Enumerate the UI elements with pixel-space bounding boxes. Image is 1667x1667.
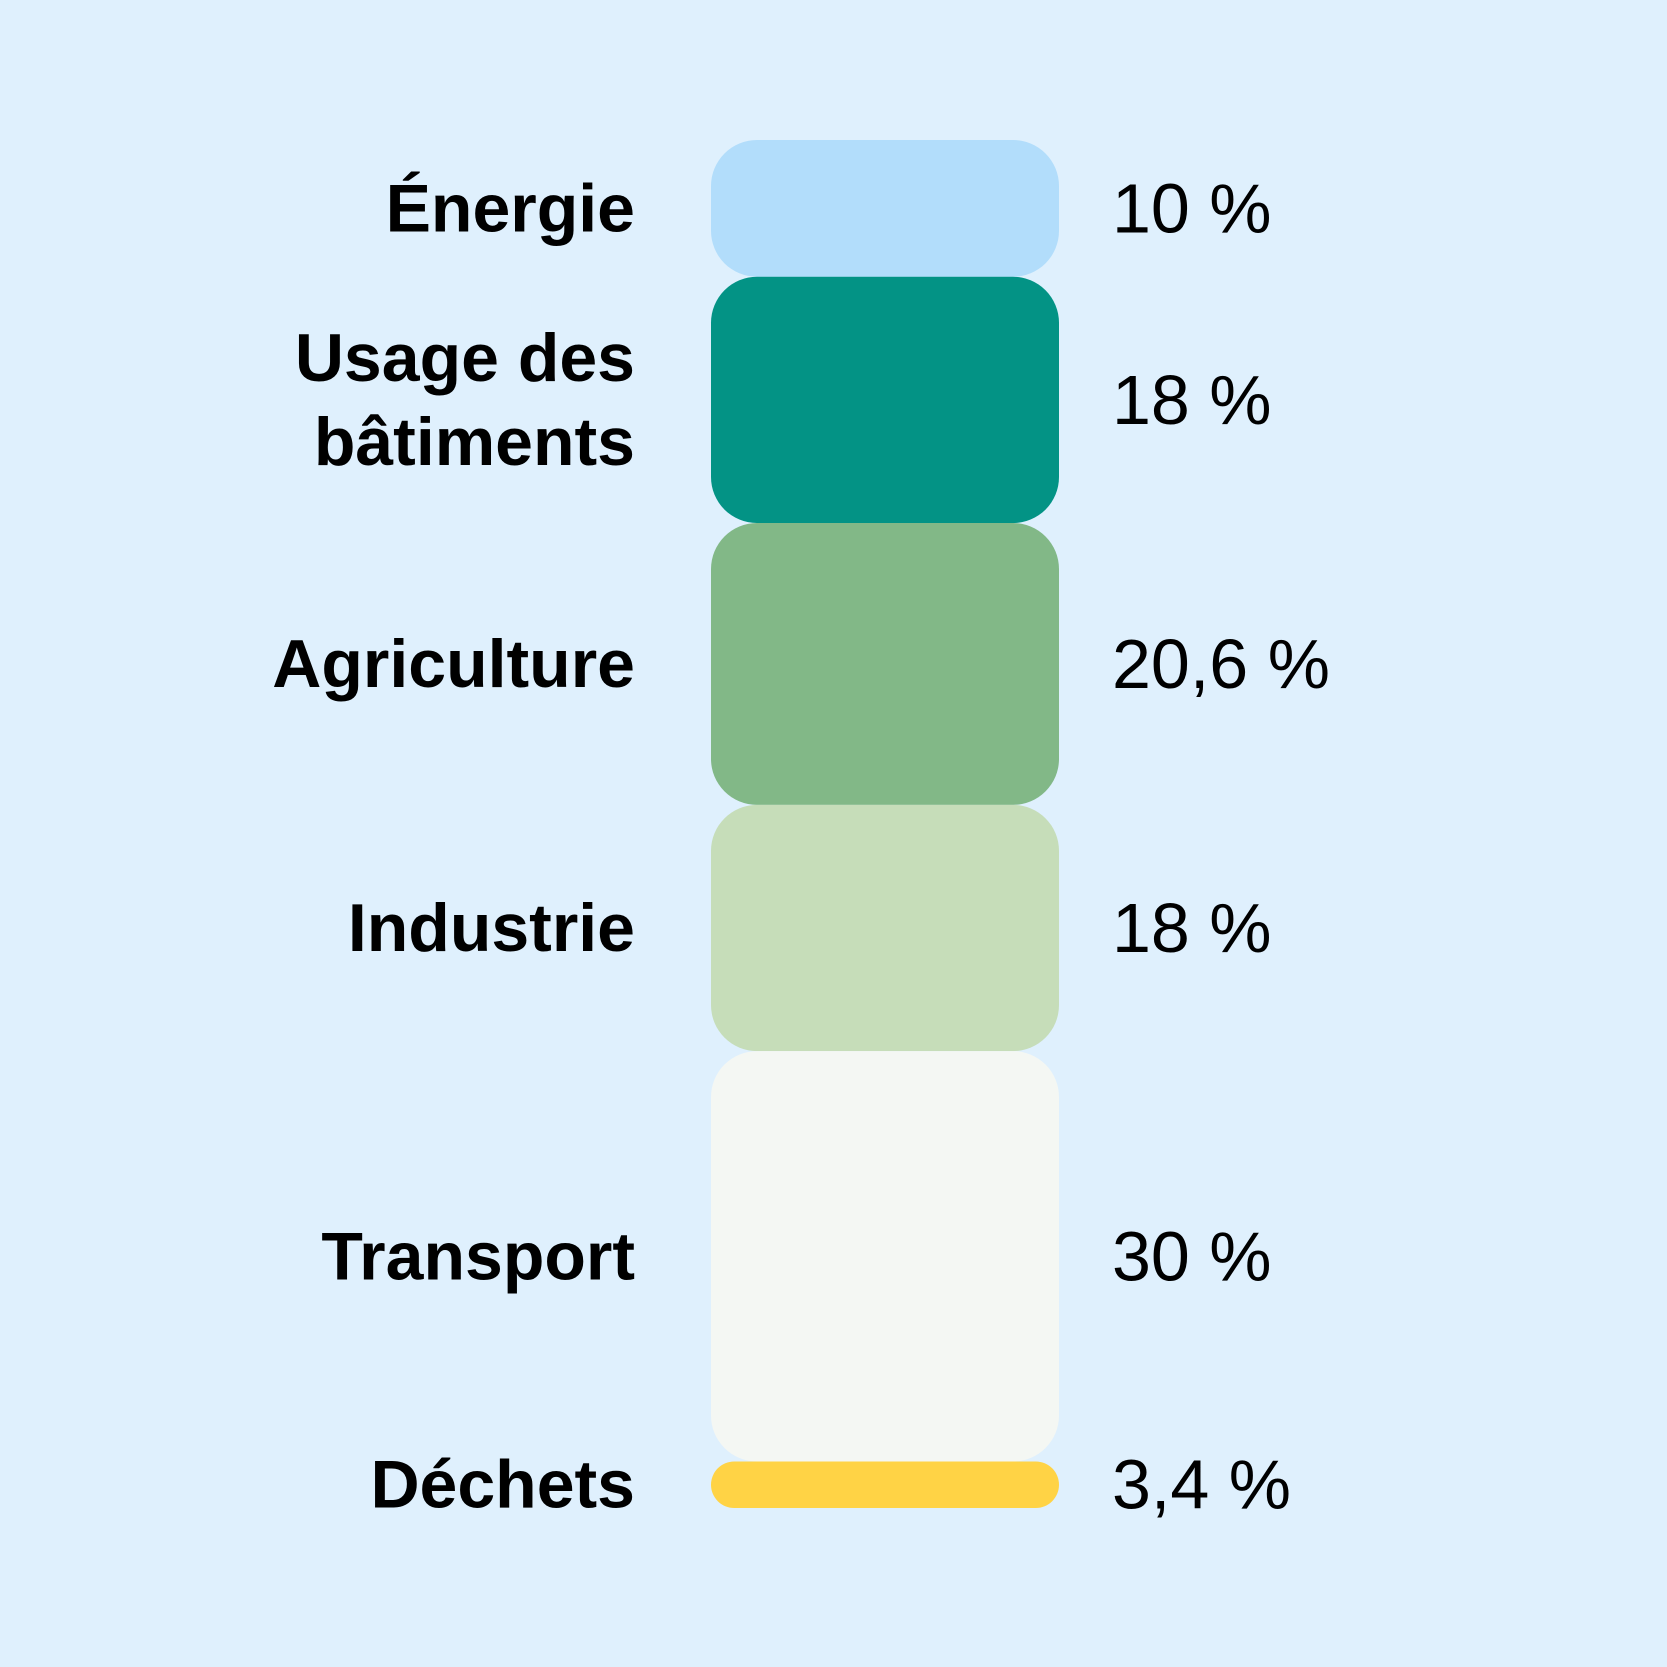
category-label-line: Agriculture <box>272 626 635 702</box>
value-label-industrie: 18 % <box>1112 889 1272 967</box>
category-label-energie: Énergie <box>386 170 635 246</box>
value-label-agriculture: 20,6 % <box>1112 625 1330 703</box>
category-label-line: Transport <box>321 1218 635 1294</box>
value-label-dechets: 3,4 % <box>1112 1446 1291 1524</box>
bar-segment-dechets <box>711 1461 1059 1508</box>
category-label-usage-des-batiments: Usage des bâtiments <box>295 320 635 480</box>
category-label-line: Énergie <box>386 170 635 246</box>
value-labels-group: 10 % 18 % 20,6 % 18 % 30 % 3,4 % <box>1112 169 1330 1523</box>
category-label-line: Industrie <box>348 890 635 966</box>
category-label-transport: Transport <box>321 1218 635 1294</box>
bar-segment-industrie <box>711 804 1059 1052</box>
bar-segment-energie <box>711 140 1059 277</box>
bar-segment-usage-des-batiments <box>711 276 1059 524</box>
segments-group <box>711 140 1059 1508</box>
value-label-usage-des-batiments: 18 % <box>1112 361 1272 439</box>
category-label-line: Usage des <box>295 320 635 396</box>
value-label-transport: 30 % <box>1112 1217 1272 1295</box>
bar-segment-transport <box>711 1051 1059 1462</box>
category-label-line: bâtiments <box>314 404 635 480</box>
bar-segment-agriculture <box>711 523 1059 805</box>
value-label-energie: 10 % <box>1112 169 1272 247</box>
category-label-industrie: Industrie <box>348 890 635 966</box>
category-label-agriculture: Agriculture <box>272 626 635 702</box>
category-label-line: Déchets <box>370 1447 635 1523</box>
category-labels-group: Énergie Usage des bâtiments Agriculture Indu… <box>272 170 635 1522</box>
category-label-dechets: Déchets <box>370 1447 635 1523</box>
